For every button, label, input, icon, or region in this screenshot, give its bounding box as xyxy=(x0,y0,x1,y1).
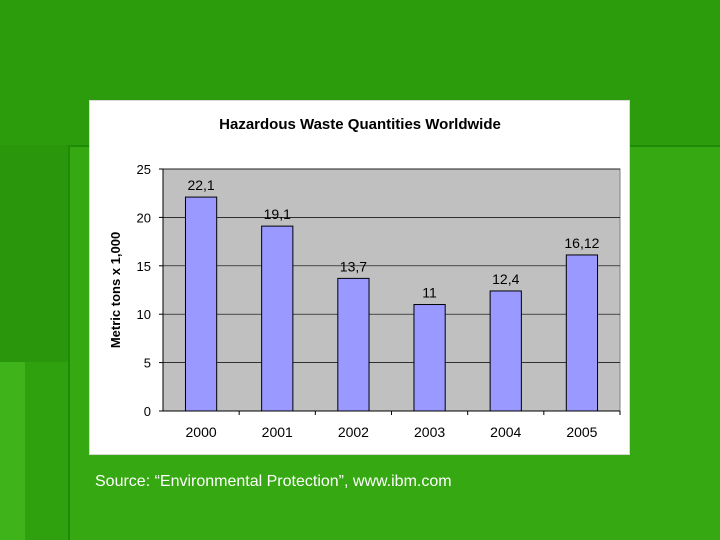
plot-area xyxy=(162,168,621,412)
y-tick-label: 25 xyxy=(137,162,151,177)
bar xyxy=(565,254,599,412)
bar xyxy=(337,277,370,412)
y-tick-label: 15 xyxy=(137,259,151,274)
bar xyxy=(489,290,522,412)
x-tick-label: 2005 xyxy=(566,424,597,440)
source-citation: Source: “Environmental Protection”, www.… xyxy=(95,473,452,490)
slide-divider-line-vertical xyxy=(68,145,70,540)
slide-background-left xyxy=(0,145,68,362)
data-label: 22,1 xyxy=(187,177,214,193)
bar xyxy=(413,304,446,412)
slide-background-corner xyxy=(25,362,68,540)
x-tick-label: 2000 xyxy=(186,424,217,440)
data-label: 13,7 xyxy=(340,258,367,274)
y-tick-label: 10 xyxy=(137,307,151,322)
bar xyxy=(261,225,294,412)
y-axis-label: Metric tons x 1,000 xyxy=(108,232,123,348)
y-tick-label: 5 xyxy=(144,356,151,371)
y-tick-label: 20 xyxy=(137,210,151,225)
bar-chart: Hazardous Waste Quantities Worldwide Met… xyxy=(108,116,621,440)
data-label: 12,4 xyxy=(492,271,519,287)
data-label: 19,1 xyxy=(264,206,291,222)
data-label: 11 xyxy=(422,285,437,301)
x-tick-label: 2002 xyxy=(338,424,369,440)
y-tick-label: 0 xyxy=(144,404,151,419)
x-tick-label: 2001 xyxy=(262,424,293,440)
slide-background-edge xyxy=(0,362,25,540)
x-tick-label: 2003 xyxy=(414,424,445,440)
x-tick-label: 2004 xyxy=(490,424,521,440)
chart-title: Hazardous Waste Quantities Worldwide xyxy=(219,116,501,133)
bar xyxy=(184,196,218,412)
chart-panel: Hazardous Waste Quantities Worldwide Met… xyxy=(89,100,630,455)
data-label: 16,12 xyxy=(564,235,599,251)
